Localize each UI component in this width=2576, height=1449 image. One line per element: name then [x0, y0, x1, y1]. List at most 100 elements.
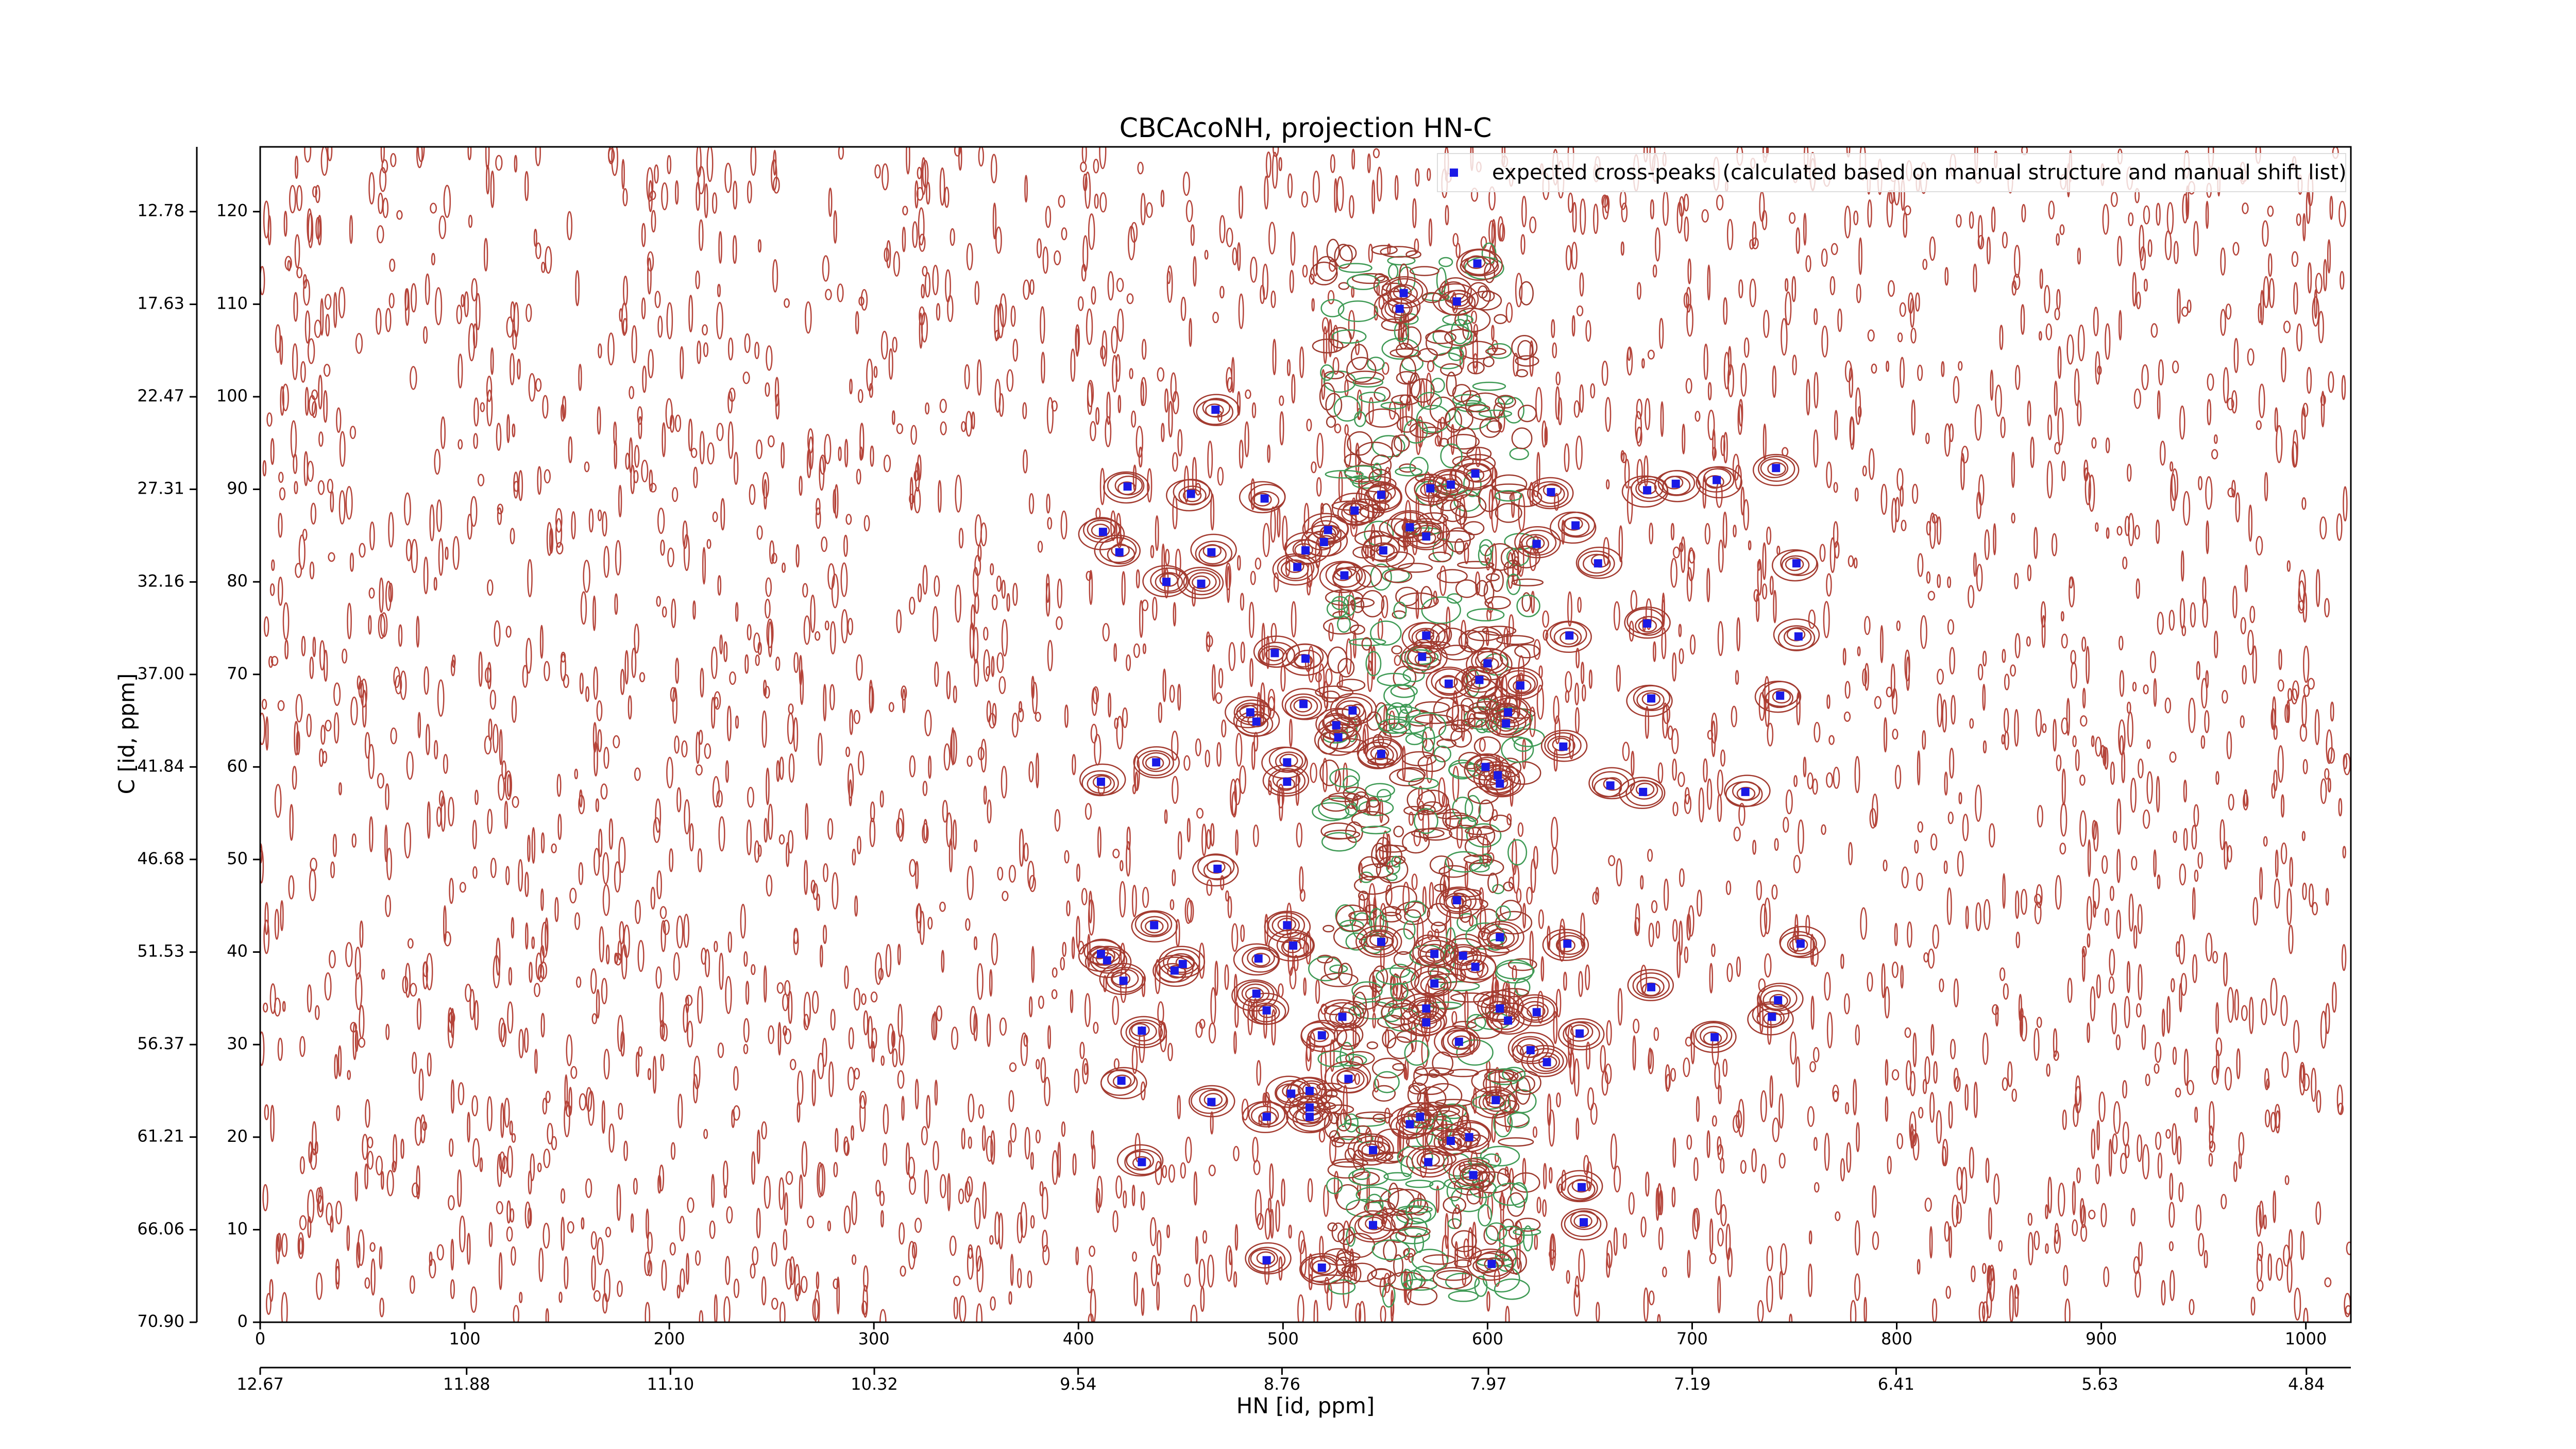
contour	[1629, 620, 1634, 642]
contour	[1323, 326, 1328, 364]
contour	[1022, 402, 1027, 419]
contour	[783, 1025, 787, 1036]
contour	[1404, 909, 1421, 923]
contour	[1160, 190, 1165, 208]
contour	[1267, 444, 1270, 463]
contour	[1451, 458, 1498, 491]
contour	[2142, 1144, 2150, 1180]
contour	[1984, 529, 1990, 560]
contour	[1328, 259, 1336, 272]
contour	[2252, 897, 2259, 926]
contour	[674, 180, 679, 205]
contour	[1672, 919, 1678, 942]
contour	[1140, 381, 1144, 406]
contour	[1318, 999, 1365, 1032]
contour	[1497, 718, 1516, 732]
contour	[2256, 420, 2262, 430]
contour	[1139, 600, 1144, 638]
contour	[1930, 1024, 1935, 1056]
contour	[2064, 1298, 2071, 1322]
contour	[875, 1180, 881, 1197]
contour	[2056, 233, 2060, 246]
contour	[545, 917, 549, 952]
contour	[1653, 1027, 1659, 1041]
contour	[2298, 569, 2306, 602]
contour	[983, 785, 987, 805]
contour	[1408, 647, 1436, 667]
contour	[282, 383, 289, 412]
contour	[863, 1265, 869, 1292]
contour	[1485, 1002, 1533, 1035]
contour	[1793, 775, 1798, 787]
contour	[998, 676, 1006, 695]
contour	[1324, 1060, 1371, 1093]
contour	[407, 938, 414, 949]
contour	[989, 1235, 994, 1245]
contour	[2077, 247, 2081, 265]
contour	[656, 596, 661, 607]
contour	[2235, 492, 2241, 523]
contour	[1348, 310, 1355, 340]
contour	[1975, 784, 1982, 822]
cross-peak	[1150, 921, 1159, 930]
contour	[1454, 1259, 1472, 1268]
contour	[1463, 669, 1492, 690]
contour	[976, 963, 984, 1000]
x-tick-label: 700	[1676, 1329, 1708, 1349]
contour	[697, 848, 703, 872]
contour	[597, 1237, 604, 1266]
contour	[1141, 599, 1149, 612]
contour	[1402, 831, 1430, 854]
contour	[2166, 996, 2171, 1034]
contour	[670, 687, 676, 702]
contour	[1115, 1175, 1123, 1199]
contour	[2003, 983, 2009, 1000]
legend-label: expected cross-peaks (calculated based o…	[1492, 161, 2347, 184]
contour	[299, 1215, 307, 1231]
contour	[1100, 1067, 1147, 1100]
contour	[1556, 1170, 1603, 1203]
contour	[473, 397, 479, 427]
contour	[1515, 1218, 1541, 1232]
contour	[769, 540, 775, 564]
contour	[2173, 831, 2177, 844]
contour	[1336, 679, 1366, 692]
contour	[2331, 982, 2337, 1013]
x-tick-label: 0	[255, 1329, 265, 1349]
contour	[395, 675, 402, 695]
contour	[2198, 1233, 2205, 1257]
contour	[1791, 276, 1797, 302]
cross-peak	[1334, 733, 1343, 742]
contour	[1466, 608, 1505, 622]
contour	[1513, 679, 1532, 693]
cross-peak	[1430, 979, 1439, 988]
contour	[1202, 398, 1231, 418]
contour	[2033, 1027, 2040, 1061]
contour	[1856, 283, 1861, 304]
contour	[1247, 948, 1275, 968]
contour	[991, 933, 998, 966]
contour	[1707, 382, 1712, 401]
cross-peak	[1496, 933, 1504, 941]
contour	[426, 953, 433, 991]
contour	[571, 511, 576, 540]
contour	[909, 494, 915, 504]
contour	[1145, 756, 1164, 770]
contour	[1435, 1185, 1440, 1214]
contour	[2079, 810, 2087, 847]
contour	[405, 538, 412, 562]
contour	[793, 717, 799, 752]
contour	[1180, 296, 1187, 321]
contour	[1189, 1085, 1235, 1118]
contour	[376, 308, 382, 335]
contour	[393, 1134, 398, 1171]
contour	[487, 808, 493, 834]
contour	[1568, 192, 1573, 213]
contour	[1344, 465, 1382, 479]
contour	[1361, 863, 1394, 879]
contour	[756, 525, 763, 540]
contour	[1466, 1014, 1486, 1032]
contour	[1341, 1266, 1357, 1274]
contour	[856, 654, 863, 681]
contour	[1683, 1057, 1690, 1077]
